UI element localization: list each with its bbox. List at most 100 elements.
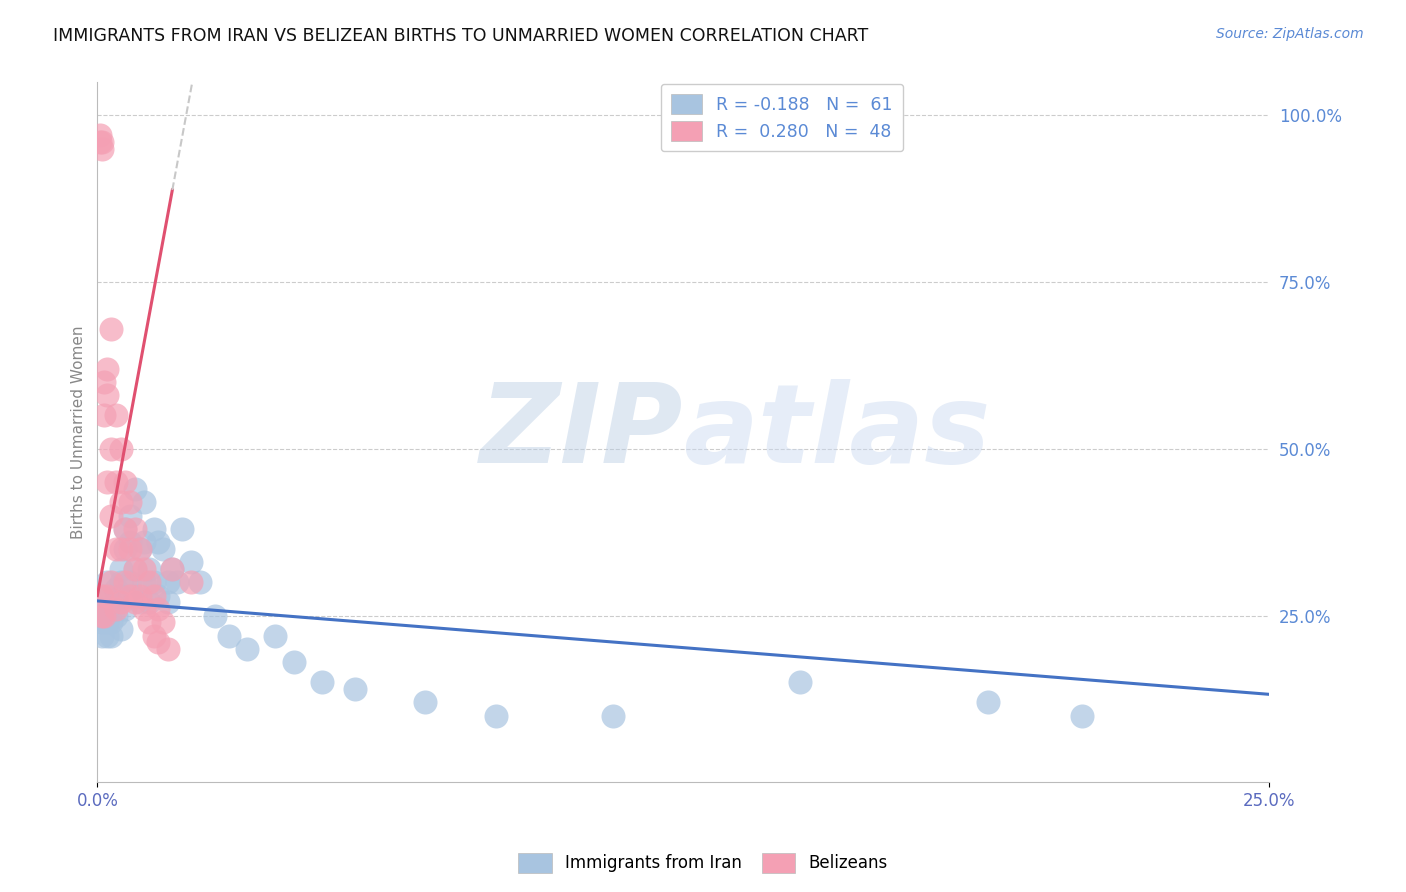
Point (134, 602, 156, 616)
Point (110, 495, 132, 509)
Point (114, 575, 136, 590)
Point (100, 442, 122, 456)
Point (138, 595, 160, 609)
Point (96, 629, 118, 643)
Y-axis label: Births to Unmarried Women: Births to Unmarried Women (72, 326, 86, 539)
Point (190, 575, 212, 590)
Point (91, 615, 114, 630)
Point (89, 135, 111, 149)
Point (138, 562, 160, 576)
Point (105, 541, 128, 556)
Text: Source: ZipAtlas.com: Source: ZipAtlas.com (1216, 27, 1364, 41)
Point (114, 541, 136, 556)
Point (110, 589, 132, 603)
Point (105, 409, 128, 423)
Point (789, 675, 811, 690)
Point (170, 522, 193, 536)
Point (128, 589, 150, 603)
Point (114, 522, 136, 536)
Point (120, 575, 142, 590)
Point (120, 589, 142, 603)
Point (124, 482, 146, 496)
Point (162, 562, 184, 576)
Point (124, 595, 146, 609)
Point (142, 629, 165, 643)
Point (110, 595, 132, 609)
Point (485, 708, 508, 723)
Point (134, 575, 156, 590)
Point (142, 522, 165, 536)
Point (148, 635, 170, 649)
Point (180, 575, 202, 590)
Point (311, 675, 333, 690)
Point (344, 681, 367, 696)
Text: IMMIGRANTS FROM IRAN VS BELIZEAN BIRTHS TO UNMARRIED WOMEN CORRELATION CHART: IMMIGRANTS FROM IRAN VS BELIZEAN BIRTHS … (53, 27, 869, 45)
Point (1070, 708, 1092, 723)
Point (124, 562, 146, 576)
Point (134, 535, 156, 549)
Point (100, 629, 122, 643)
Point (977, 695, 1000, 709)
Point (134, 562, 156, 576)
Point (105, 475, 128, 490)
Point (96, 475, 118, 490)
Point (100, 615, 122, 630)
Point (148, 589, 170, 603)
Point (128, 541, 150, 556)
Point (114, 522, 136, 536)
Point (91, 595, 114, 609)
Point (93, 608, 115, 623)
Point (93, 409, 115, 423)
Text: ZIP: ZIP (479, 378, 683, 485)
Point (156, 575, 179, 590)
Point (105, 608, 128, 623)
Point (100, 595, 122, 609)
Point (124, 589, 146, 603)
Point (204, 608, 226, 623)
Point (134, 495, 156, 509)
Point (89, 128, 111, 143)
Point (91, 142, 114, 156)
Point (162, 562, 184, 576)
Point (89, 602, 111, 616)
Point (110, 622, 132, 636)
Text: atlas: atlas (683, 378, 991, 485)
Point (96, 575, 118, 590)
Point (110, 541, 132, 556)
Point (180, 555, 202, 569)
Point (105, 595, 128, 609)
Legend: R = -0.188   N =  61, R =  0.280   N =  48: R = -0.188 N = 61, R = 0.280 N = 48 (661, 84, 903, 152)
Point (128, 595, 150, 609)
Point (96, 361, 118, 376)
Point (105, 602, 128, 616)
Point (100, 575, 122, 590)
Point (120, 541, 142, 556)
Point (283, 655, 305, 669)
Point (96, 602, 118, 616)
Point (236, 642, 259, 657)
Point (96, 388, 118, 402)
Point (128, 541, 150, 556)
Point (96, 589, 118, 603)
Point (105, 582, 128, 596)
Point (120, 508, 142, 523)
Point (124, 522, 146, 536)
Point (110, 562, 132, 576)
Point (100, 508, 122, 523)
Point (152, 541, 174, 556)
Point (91, 608, 114, 623)
Point (91, 589, 114, 603)
Point (91, 629, 114, 643)
Point (114, 475, 136, 490)
Point (156, 642, 179, 657)
Point (156, 595, 179, 609)
Point (114, 602, 136, 616)
Point (602, 708, 624, 723)
Point (91, 589, 114, 603)
Point (166, 575, 188, 590)
Point (100, 322, 122, 336)
Point (264, 629, 287, 643)
Point (138, 575, 160, 590)
Point (120, 535, 142, 549)
Point (415, 695, 437, 709)
